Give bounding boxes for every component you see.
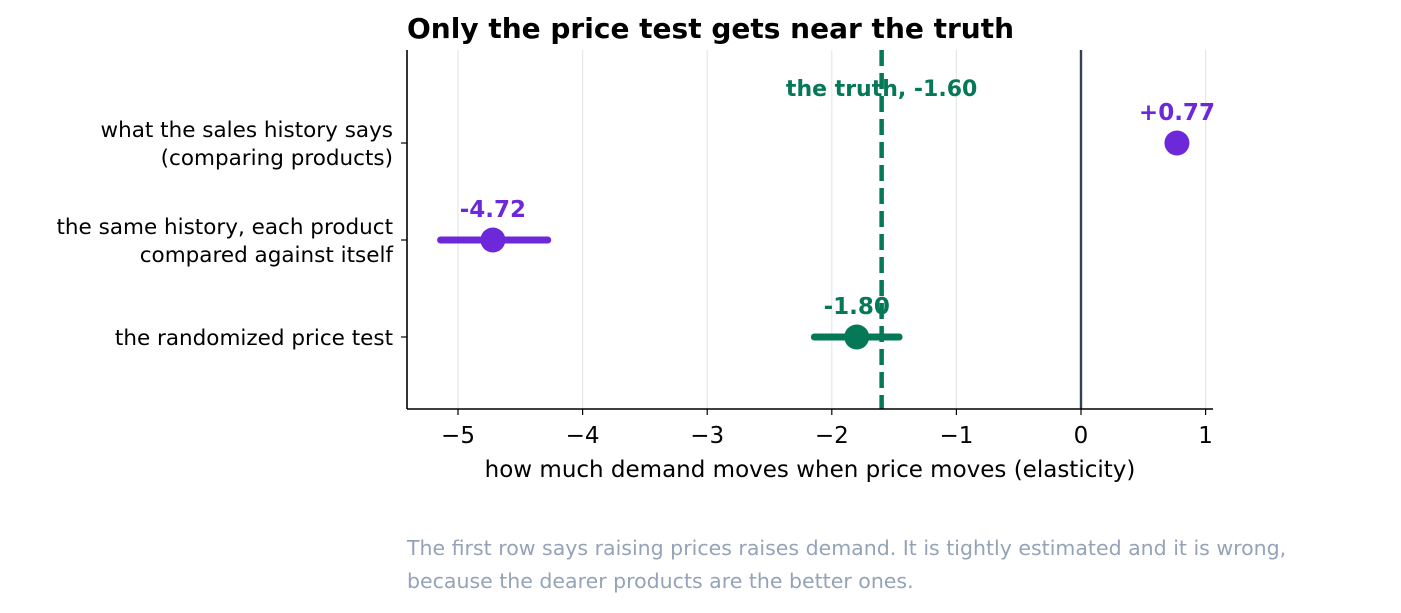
x-ticks: −5 −4 −3 −2 −1 0 1 [441, 409, 1213, 449]
row-label: compared against itself [140, 243, 394, 268]
caption-line-2: because the dearer products are the bett… [407, 569, 914, 593]
x-tick-label: −3 [690, 423, 724, 449]
axes [406, 50, 1213, 410]
truth-label: the truth, -1.60 [786, 77, 977, 102]
estimate-value-label: -1.80 [824, 294, 890, 320]
row-label: the same history, each product [57, 215, 394, 240]
grid-lines [457, 50, 1207, 409]
reference-lines: the truth, -1.60 [786, 50, 1083, 409]
x-axis-label: how much demand moves when price moves (… [485, 457, 1136, 483]
x-tick-label: −1 [939, 423, 973, 449]
row-label: (comparing products) [161, 146, 393, 171]
caption-line-1: The first row says raising prices raises… [407, 536, 1287, 560]
x-tick-label: −5 [441, 423, 475, 449]
x-tick-label: −4 [566, 423, 600, 449]
estimate-value-label: +0.77 [1139, 100, 1215, 126]
row-label: the randomized price test [115, 326, 393, 351]
estimate-point [480, 227, 506, 253]
chart-title: Only the price test gets near the truth [407, 12, 1014, 45]
estimate-value-label: -4.72 [460, 197, 526, 223]
chart-caption: The first row says raising prices raises… [407, 532, 1397, 598]
row-label: what the sales history says [101, 118, 393, 143]
x-tick-label: 0 [1074, 423, 1089, 449]
row-labels: what the sales history says (comparing pr… [57, 118, 407, 351]
estimate-rows: +0.77 -4.72 -1.80 [437, 100, 1215, 350]
estimate-point [844, 324, 870, 350]
x-tick-label: −2 [815, 423, 849, 449]
estimate-point [1164, 130, 1190, 156]
x-tick-label: 1 [1198, 423, 1213, 449]
elasticity-chart: Only the price test gets near the truth … [57, 12, 1215, 483]
